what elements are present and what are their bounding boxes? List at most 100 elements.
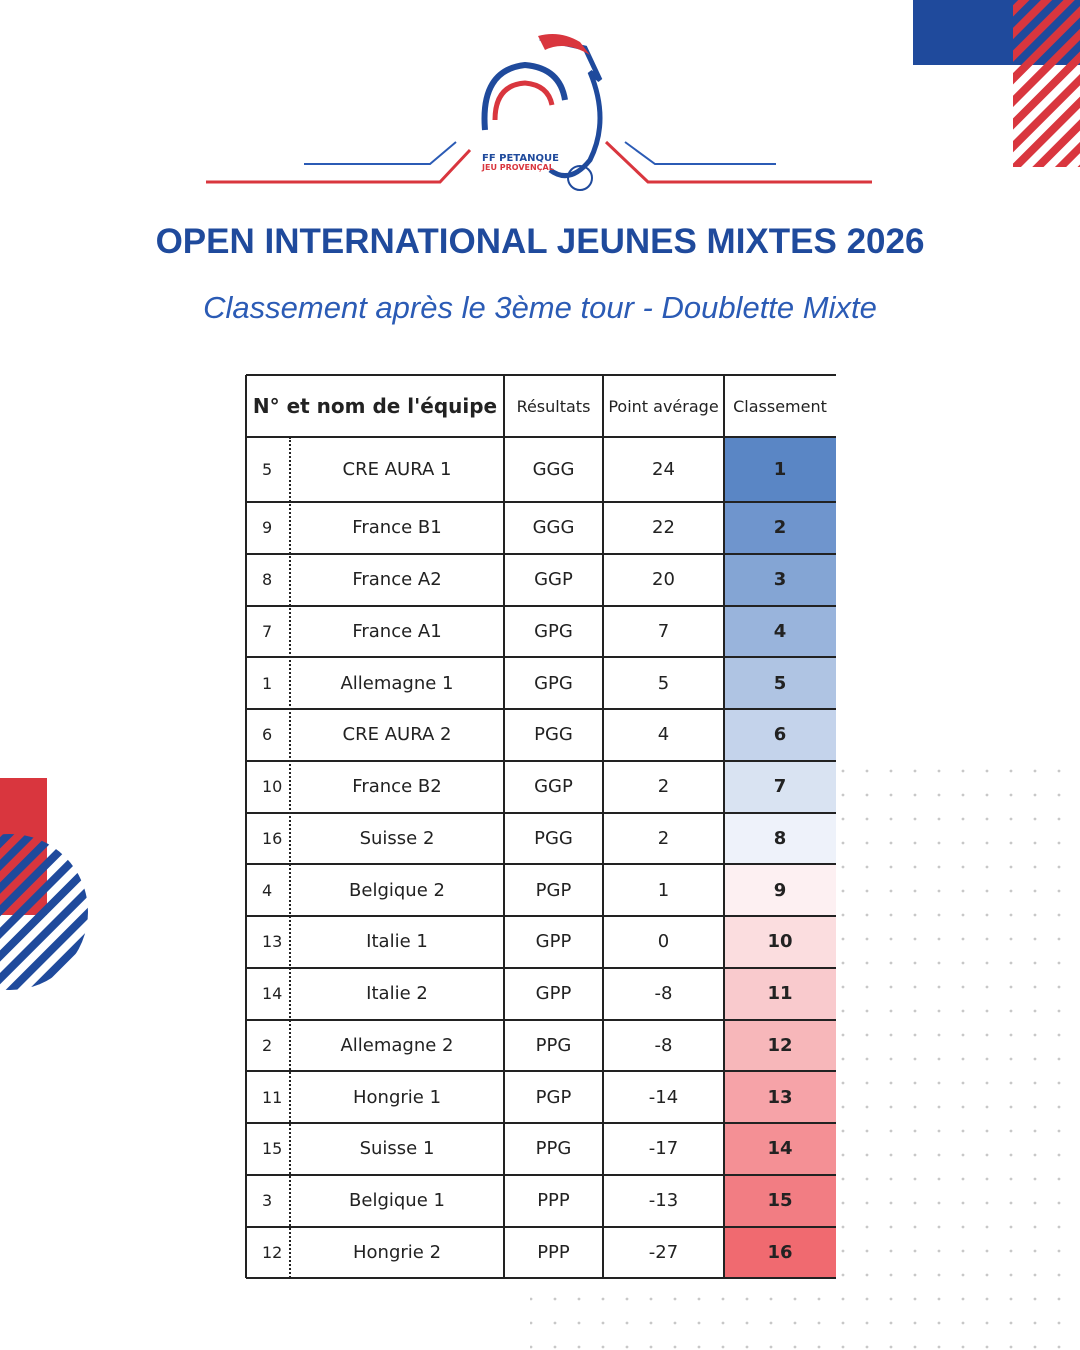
row-line bbox=[246, 759, 836, 762]
row-line bbox=[246, 1018, 836, 1021]
rank: 14 bbox=[724, 1123, 836, 1175]
point-average: 24 bbox=[652, 459, 675, 480]
point-average: -17 bbox=[648, 1138, 679, 1160]
team-number: 6 bbox=[262, 725, 273, 745]
team-name: Italie 1 bbox=[366, 931, 428, 953]
team-number: 15 bbox=[262, 1139, 283, 1159]
point-average: -14 bbox=[648, 1086, 679, 1108]
row-line bbox=[246, 811, 836, 814]
point-average: 2 bbox=[657, 827, 670, 849]
results: PGP bbox=[535, 879, 572, 901]
team-name: CRE AURA 1 bbox=[342, 459, 452, 480]
team-name: Suisse 2 bbox=[359, 827, 435, 849]
team-name: Italie 2 bbox=[366, 983, 428, 1005]
point-average: 1 bbox=[657, 879, 670, 901]
row-line bbox=[246, 656, 836, 659]
point-average: 0 bbox=[657, 931, 670, 953]
results: GPP bbox=[535, 983, 572, 1005]
point-average: 5 bbox=[657, 672, 670, 694]
row-line bbox=[246, 436, 836, 438]
team-name: Hongrie 1 bbox=[352, 1086, 442, 1108]
team-number: 16 bbox=[262, 828, 283, 848]
team-number: 12 bbox=[262, 1242, 283, 1262]
row-line bbox=[246, 915, 836, 917]
team-name: Allemagne 2 bbox=[340, 1034, 454, 1056]
results: GPP bbox=[535, 931, 572, 953]
results: GPG bbox=[534, 620, 573, 642]
col-line bbox=[723, 375, 725, 1279]
row-line bbox=[246, 1070, 836, 1073]
point-average: -27 bbox=[648, 1241, 679, 1263]
rank: 11 bbox=[724, 967, 836, 1020]
team-number: 5 bbox=[262, 460, 273, 479]
rank: 6 bbox=[724, 709, 836, 761]
col-line bbox=[602, 375, 604, 1279]
rank: 10 bbox=[724, 916, 836, 968]
col-line bbox=[503, 375, 505, 1279]
point-average: -13 bbox=[648, 1190, 679, 1212]
logo-line1: FF PETANQUE bbox=[482, 153, 559, 164]
row-line bbox=[246, 1173, 836, 1176]
team-name: Allemagne 1 bbox=[340, 672, 454, 694]
team-number: 8 bbox=[262, 570, 273, 590]
header-cell: Résultats bbox=[516, 396, 591, 416]
header-cell: Point avérage bbox=[608, 396, 719, 416]
rank: 4 bbox=[724, 605, 836, 658]
header-cell: N° et nom de l'équipe bbox=[252, 394, 498, 418]
rank: 7 bbox=[724, 760, 836, 813]
subtitle: Classement après le 3ème tour - Doublett… bbox=[203, 290, 877, 325]
logo-line2: JEU PROVENÇAL bbox=[481, 163, 554, 172]
dotted-line bbox=[289, 437, 291, 1279]
rank: 1 bbox=[724, 437, 836, 502]
team-name: Belgique 2 bbox=[349, 879, 445, 901]
results: PPG bbox=[535, 1138, 572, 1160]
team-number: 14 bbox=[262, 984, 283, 1004]
team-name: France A2 bbox=[352, 569, 442, 591]
rank: 13 bbox=[724, 1071, 836, 1123]
team-name: Hongrie 2 bbox=[352, 1241, 442, 1263]
row-line bbox=[246, 1225, 836, 1228]
team-name: France B2 bbox=[352, 776, 442, 798]
team-name: France B1 bbox=[352, 517, 442, 539]
team-number: 4 bbox=[262, 880, 273, 900]
results: PPP bbox=[537, 1190, 570, 1212]
team-name: CRE AURA 2 bbox=[342, 724, 452, 746]
rank: 8 bbox=[724, 812, 836, 865]
row-line bbox=[246, 1122, 836, 1124]
row-line bbox=[246, 708, 836, 710]
results: PGG bbox=[534, 724, 573, 746]
team-number: 7 bbox=[262, 621, 273, 641]
results: GGP bbox=[534, 776, 573, 798]
team-number: 10 bbox=[262, 777, 283, 797]
results: PGG bbox=[534, 827, 573, 849]
results: GGP bbox=[534, 569, 573, 591]
row-line bbox=[246, 374, 836, 376]
row-line bbox=[246, 966, 836, 969]
team-number: 9 bbox=[262, 518, 273, 538]
col-line bbox=[245, 375, 247, 1279]
row-line bbox=[246, 552, 836, 555]
row-line bbox=[246, 604, 836, 607]
results: PPG bbox=[535, 1034, 572, 1056]
point-average: 22 bbox=[652, 517, 675, 539]
point-average: 4 bbox=[657, 724, 670, 746]
team-number: 3 bbox=[262, 1191, 273, 1211]
rank: 12 bbox=[724, 1019, 836, 1072]
row-line bbox=[246, 501, 836, 503]
point-average: -8 bbox=[654, 983, 673, 1005]
row-line bbox=[246, 863, 836, 866]
rank: 3 bbox=[724, 553, 836, 606]
rank: 16 bbox=[724, 1226, 836, 1279]
team-number: 11 bbox=[262, 1087, 283, 1107]
rank: 5 bbox=[724, 657, 836, 709]
results: PPP bbox=[537, 1241, 570, 1263]
rank: 9 bbox=[724, 864, 836, 916]
header-cell: Classement bbox=[733, 396, 827, 416]
results: GGG bbox=[532, 517, 575, 539]
row-line bbox=[246, 1277, 836, 1280]
rank: 2 bbox=[724, 502, 836, 554]
results: GGG bbox=[532, 459, 575, 480]
team-name: France A1 bbox=[352, 620, 442, 642]
team-name: Suisse 1 bbox=[359, 1138, 435, 1160]
